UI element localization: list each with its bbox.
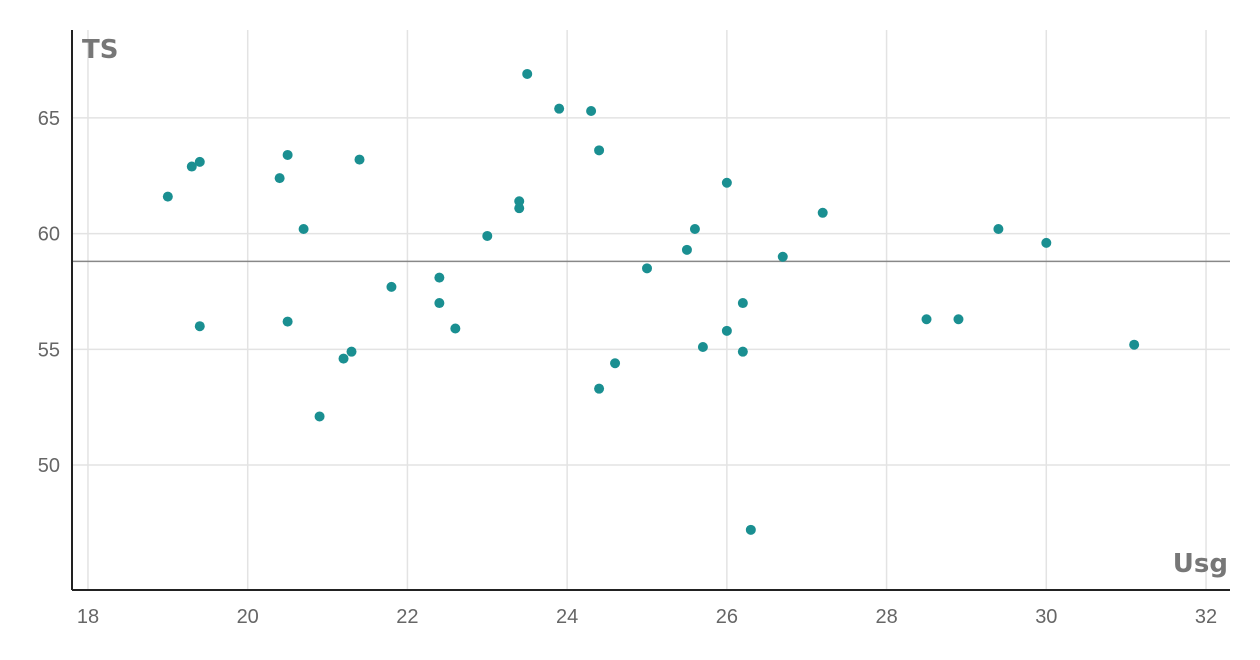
scatter-point	[777, 251, 788, 262]
scatter-point	[817, 207, 828, 218]
scatter-point	[586, 105, 597, 116]
scatter-point	[745, 524, 756, 535]
scatter-point	[953, 314, 964, 325]
scatter-point	[610, 358, 621, 369]
scatter-point	[282, 149, 293, 160]
x-tick-labels: 18 20 22 24 26 28 30 32	[77, 606, 1217, 628]
scatter-point	[689, 224, 700, 235]
x-tick-label: 24	[556, 606, 578, 628]
scatter-point	[314, 411, 325, 422]
scatter-point	[522, 68, 533, 79]
scatter-point	[554, 103, 565, 114]
x-axis-title: Usg	[1173, 549, 1228, 579]
scatter-point	[282, 316, 293, 327]
scatter-point	[1129, 339, 1140, 350]
y-tick-label: 60	[38, 224, 60, 246]
scatter-point	[514, 203, 525, 214]
scatter-point	[354, 154, 365, 165]
horizontal-gridlines	[72, 117, 1230, 466]
scatter-point	[450, 323, 461, 334]
scatter-point	[993, 224, 1004, 235]
x-tick-label: 28	[875, 606, 897, 628]
x-tick-label: 26	[716, 606, 738, 628]
scatter-point	[194, 321, 205, 332]
scatter-point	[921, 314, 932, 325]
y-tick-labels: 50 55 60 65	[38, 108, 60, 477]
scatter-point	[162, 191, 173, 202]
scatter-point	[298, 224, 309, 235]
scatter-point	[194, 156, 205, 167]
data-points	[162, 68, 1140, 535]
scatter-point	[737, 298, 748, 309]
vertical-gridlines	[87, 30, 1207, 590]
scatter-point	[434, 298, 445, 309]
scatter-point	[594, 383, 605, 394]
scatter-point	[482, 230, 493, 241]
y-tick-label: 65	[38, 108, 60, 130]
scatter-point	[697, 342, 708, 353]
x-tick-label: 32	[1195, 606, 1217, 628]
scatter-point	[721, 177, 732, 188]
scatter-point	[346, 346, 357, 357]
scatter-point	[594, 145, 605, 156]
scatter-point	[186, 161, 197, 172]
x-tick-label: 22	[396, 606, 418, 628]
y-tick-label: 50	[38, 455, 60, 477]
x-tick-label: 18	[77, 606, 99, 628]
x-tick-label: 30	[1035, 606, 1057, 628]
scatter-point	[274, 173, 285, 184]
scatter-point	[721, 325, 732, 336]
y-tick-label: 55	[38, 339, 60, 361]
scatter-point	[514, 196, 525, 207]
scatter-point	[434, 272, 445, 283]
scatter-point	[737, 346, 748, 357]
x-tick-label: 20	[237, 606, 259, 628]
scatter-point	[386, 281, 397, 292]
scatter-point	[642, 263, 653, 274]
scatter-point	[1041, 237, 1052, 248]
y-axis-title: TS	[82, 35, 118, 65]
scatter-point	[338, 353, 349, 364]
scatter-point	[681, 244, 692, 255]
